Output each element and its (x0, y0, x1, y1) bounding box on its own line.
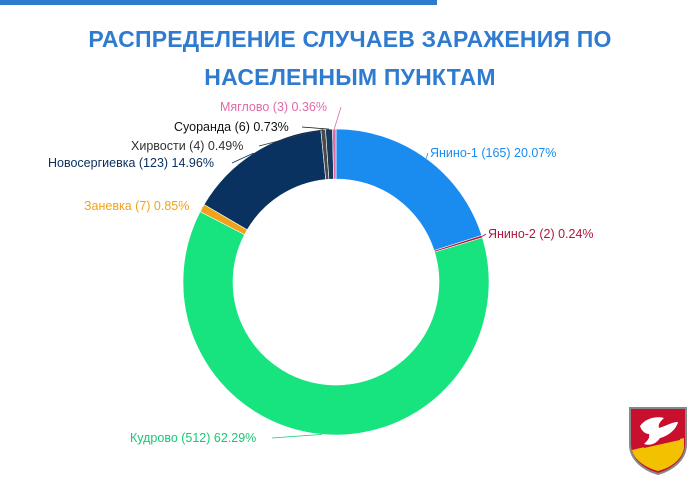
leader-line-7 (301, 126, 330, 130)
slice-label-1: Янино-1 (165) 20.07% (430, 146, 556, 160)
leader-line-8 (333, 106, 342, 130)
slice-label-3: Кудрово (512) 62.29% (130, 431, 256, 445)
slice-label-6: Хирвости (4) 0.49% (131, 139, 243, 153)
slice-label-4: Заневка (7) 0.85% (84, 199, 189, 213)
leader-line-1 (425, 152, 429, 159)
slice-label-7: Суоранда (6) 0.73% (174, 120, 289, 134)
slice-label-8: Мяглово (3) 0.36% (220, 100, 327, 114)
donut-slice-3 (182, 211, 490, 436)
leader-line-6 (258, 129, 324, 147)
slice-label-5: Новосергиевка (123) 14.96% (48, 156, 214, 170)
chart-title-line-1: РАСПРЕДЕЛЕНИЕ СЛУЧАЕВ ЗАРАЖЕНИЯ ПО (88, 26, 612, 52)
donut-slice-8 (332, 128, 337, 180)
leader-line-2 (481, 233, 487, 237)
leader-line-4 (201, 205, 206, 209)
slice-label-2: Янино-2 (2) 0.24% (488, 227, 594, 241)
coat-of-arms-icon (629, 407, 687, 476)
accent-bar (0, 0, 437, 5)
leader-line-5 (231, 152, 254, 164)
leader-line-3 (271, 433, 323, 439)
chart-title-line-2: НАСЕЛЕННЫМ ПУНКТАМ (204, 64, 496, 90)
